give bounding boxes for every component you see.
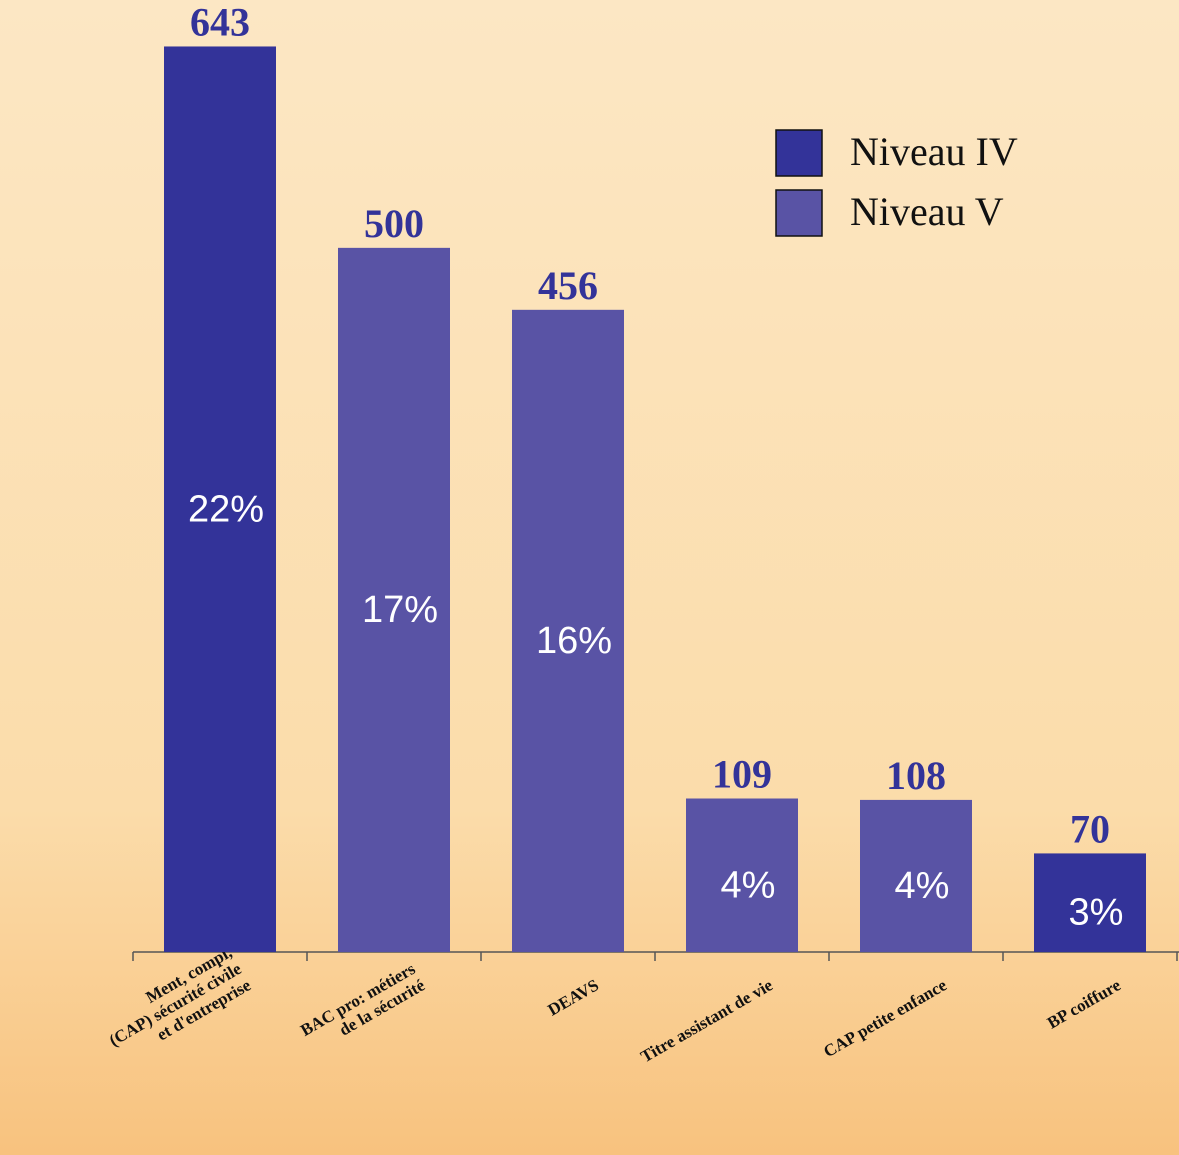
share-label: 4%: [895, 865, 950, 907]
legend-swatch: [775, 189, 823, 237]
share-label: 4%: [721, 864, 776, 906]
bar: [338, 247, 450, 953]
value-label: 108: [886, 753, 946, 798]
value-label: 643: [190, 0, 250, 45]
legend-label: Niveau V: [850, 189, 1004, 234]
legend-label: Niveau IV: [850, 129, 1018, 174]
share-label: 17%: [362, 589, 438, 631]
value-label: 500: [364, 201, 424, 246]
bar: [512, 309, 624, 952]
value-label: 456: [538, 263, 598, 308]
legend-swatch: [775, 129, 823, 177]
share-label: 3%: [1069, 892, 1124, 934]
share-label: 22%: [188, 488, 264, 530]
value-label: 109: [712, 752, 772, 797]
bar: [164, 46, 276, 952]
share-label: 16%: [536, 620, 612, 662]
bar: [860, 799, 972, 952]
value-label: 70: [1070, 807, 1110, 852]
bar: [686, 798, 798, 952]
bar: [1034, 853, 1146, 952]
